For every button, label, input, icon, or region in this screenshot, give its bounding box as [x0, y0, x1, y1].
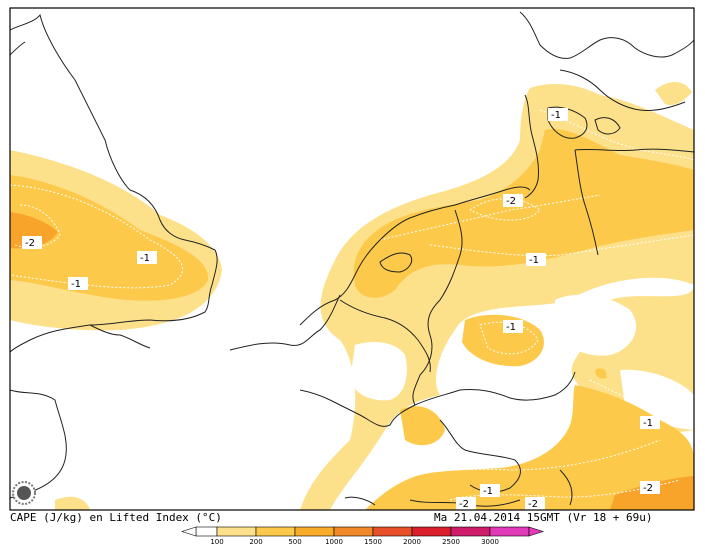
footer-valid-time: Ma 21.04.2014 15GMT (Vr 18 + 69u) [434, 511, 653, 524]
svg-text:-2: -2 [25, 238, 35, 249]
legend-tick-label: 1000 [325, 538, 343, 546]
legend-color-bar [181, 526, 544, 537]
legend-tick-label: 1500 [364, 538, 382, 546]
li-label: -1 [503, 320, 523, 333]
svg-text:-1: -1 [71, 279, 81, 290]
lifted-index-labels: -2 -1 -1 -1 -2 -1 -1 -1 -2 -1 -2 -2 [22, 108, 660, 510]
svg-text:-1: -1 [529, 255, 539, 266]
svg-text:-1: -1 [506, 322, 516, 333]
color-legend: 100 200 500 1000 1500 2000 2500 3000 [181, 526, 544, 546]
li-label: -2 [503, 194, 523, 207]
legend-color-box [489, 526, 530, 537]
legend-color-box [372, 526, 413, 537]
legend-color-box [333, 526, 374, 537]
svg-text:-1: -1 [483, 486, 493, 497]
legend-color-box [294, 526, 335, 537]
li-label: -1 [640, 416, 660, 429]
li-label: -2 [525, 497, 545, 510]
legend-tick-label: 500 [288, 538, 301, 546]
li-label: -1 [137, 251, 157, 264]
legend-color-box [255, 526, 296, 537]
coastlines-borders [9, 11, 695, 507]
legend-tick-labels: 100 200 500 1000 1500 2000 2500 3000 [210, 538, 499, 546]
legend-color-box [216, 526, 257, 537]
svg-text:-2: -2 [506, 196, 516, 207]
svg-text:-2: -2 [643, 483, 653, 494]
li-label: -1 [548, 108, 568, 121]
legend-high-arrow [528, 526, 544, 537]
legend-color-box [411, 526, 452, 537]
svg-text:-2: -2 [459, 499, 469, 510]
legend-low-arrow [181, 526, 197, 537]
li-label: -2 [22, 236, 42, 249]
legend-color-box [195, 526, 218, 537]
svg-text:-1: -1 [140, 253, 150, 264]
legend-tick-label: 200 [249, 538, 262, 546]
li-label: -2 [640, 481, 660, 494]
cape-field-mid [10, 129, 694, 510]
legend-tick-label: 2500 [442, 538, 460, 546]
footer-title: CAPE (J/kg) en Lifted Index (°C) [10, 511, 222, 524]
svg-text:-1: -1 [643, 418, 653, 429]
legend-tick-label: 3000 [481, 538, 499, 546]
svg-text:-1: -1 [551, 110, 561, 121]
li-label: -1 [526, 253, 546, 266]
li-label: -1 [68, 277, 88, 290]
legend-tick-label: 2000 [403, 538, 421, 546]
legend-color-box [450, 526, 491, 537]
map-frame [9, 7, 695, 511]
li-label: -2 [456, 497, 476, 510]
svg-text:-2: -2 [528, 499, 538, 510]
sun-logo-icon [12, 481, 36, 505]
li-label: -1 [480, 484, 500, 497]
legend-tick-label: 100 [210, 538, 223, 546]
